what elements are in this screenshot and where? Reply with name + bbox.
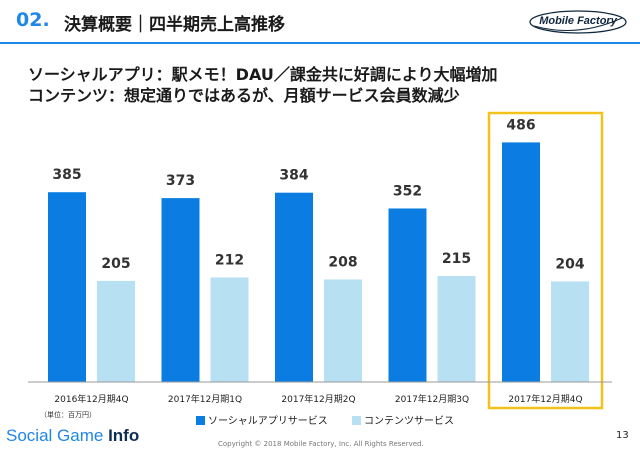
logo-oval-icon (529, 10, 627, 34)
category-label-1: 2017年12月期1Q (168, 393, 242, 405)
legend-item-social: ソーシャルアプリサービス (196, 412, 328, 427)
brand-prefix: Social Game (6, 426, 104, 445)
mobile-factory-logo: Mobile Factory (528, 8, 628, 36)
subtitle-line-1: ソーシャルアプリ：駅メモ！DAU／課金共に好調により大幅増加 (28, 65, 498, 84)
bar-social-2 (275, 192, 313, 382)
subtitle-line-2: コンテンツ：想定通りではあるが、月額サービス会員数減少 (28, 86, 460, 105)
data-label-social-4: 486 (506, 117, 535, 133)
unit-label: （単位：百万円） (40, 411, 96, 419)
logo-text: Mobile Factory (539, 15, 617, 27)
data-label-social-1: 373 (166, 173, 195, 189)
bar-social-1 (161, 198, 200, 382)
bar-social-3 (388, 208, 427, 382)
title-divider (0, 42, 640, 44)
category-label-0: 2016年12月期4Q (54, 393, 128, 405)
category-label-2: 2017年12月期2Q (281, 393, 355, 405)
section-number: 02. (16, 9, 50, 31)
data-label-contents-0: 205 (101, 256, 130, 272)
brand-suffix: Info (108, 426, 140, 445)
data-label-contents-1: 212 (215, 252, 244, 268)
legend-item-contents: コンテンツサービス (352, 412, 454, 427)
slide-title: 決算概要｜四半期売上高推移 (64, 15, 285, 35)
legend-label-contents: コンテンツサービス (364, 416, 454, 427)
page-number: 13 (616, 430, 629, 441)
highlight-frame (487, 111, 604, 410)
bar-contents-2 (324, 279, 362, 382)
data-label-contents-4: 204 (555, 256, 584, 272)
data-label-social-2: 384 (279, 168, 308, 184)
bar-contents-4 (551, 281, 589, 382)
data-label-contents-2: 208 (328, 254, 357, 270)
bar-contents-0 (97, 280, 135, 382)
legend-swatch-contents (352, 416, 361, 425)
data-label-social-3: 352 (393, 183, 422, 199)
legend-swatch-social (196, 416, 205, 425)
data-label-social-0: 385 (52, 167, 81, 183)
legend-label-social: ソーシャルアプリサービス (208, 416, 328, 427)
bar-contents-3 (437, 276, 476, 382)
bar-social-0 (48, 192, 86, 382)
social-game-info-logo: Social Game Info (6, 426, 139, 446)
category-label-4: 2017年12月期4Q (508, 393, 582, 405)
category-label-3: 2017年12月期3Q (395, 393, 469, 405)
bar-social-4 (502, 142, 540, 382)
bar-contents-1 (210, 277, 249, 382)
slide-header: 02. 決算概要｜四半期売上高推移 Mobile Factory (0, 0, 640, 44)
copyright-text: Copyright © 2018 Mobile Factory, Inc. Al… (218, 440, 424, 448)
data-label-contents-3: 215 (442, 251, 471, 267)
